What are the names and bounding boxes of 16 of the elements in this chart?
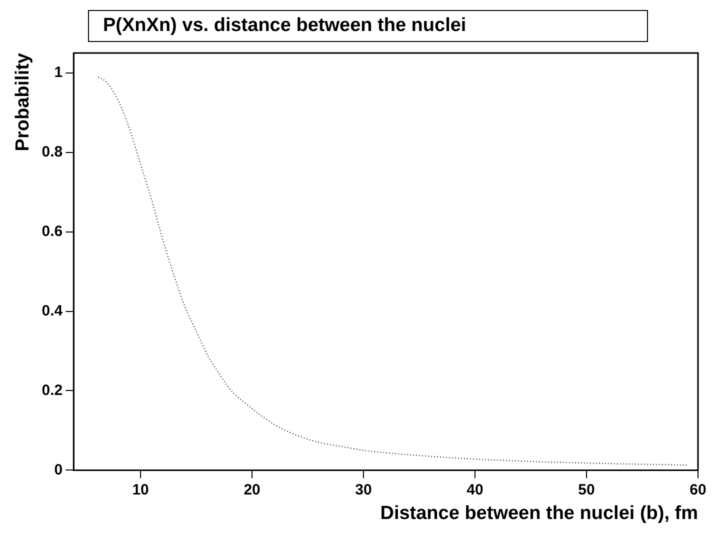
y-tick-label: 0.8: [42, 143, 63, 160]
y-axis-title: Probability: [12, 52, 34, 152]
x-axis-title: Distance between the nuclei (b), fm: [380, 502, 698, 524]
x-tick-label: 10: [132, 481, 149, 498]
y-tick-label: 0.6: [42, 222, 63, 240]
x-tick-label: 40: [466, 481, 484, 498]
x-tick-label: 60: [690, 481, 706, 498]
line-series: [98, 76, 688, 466]
x-tick-label: 30: [355, 481, 372, 498]
x-tick-label: 20: [244, 481, 260, 498]
y-tick-label: 0.4: [42, 302, 64, 320]
x-tick-label: 50: [578, 481, 595, 498]
y-tick-label: 0.2: [42, 382, 63, 399]
y-tick-label: 0: [54, 461, 63, 478]
chart-title: P(XnXn) vs. distance between the nuclei: [88, 10, 648, 42]
y-tick-label: 1: [54, 64, 63, 82]
